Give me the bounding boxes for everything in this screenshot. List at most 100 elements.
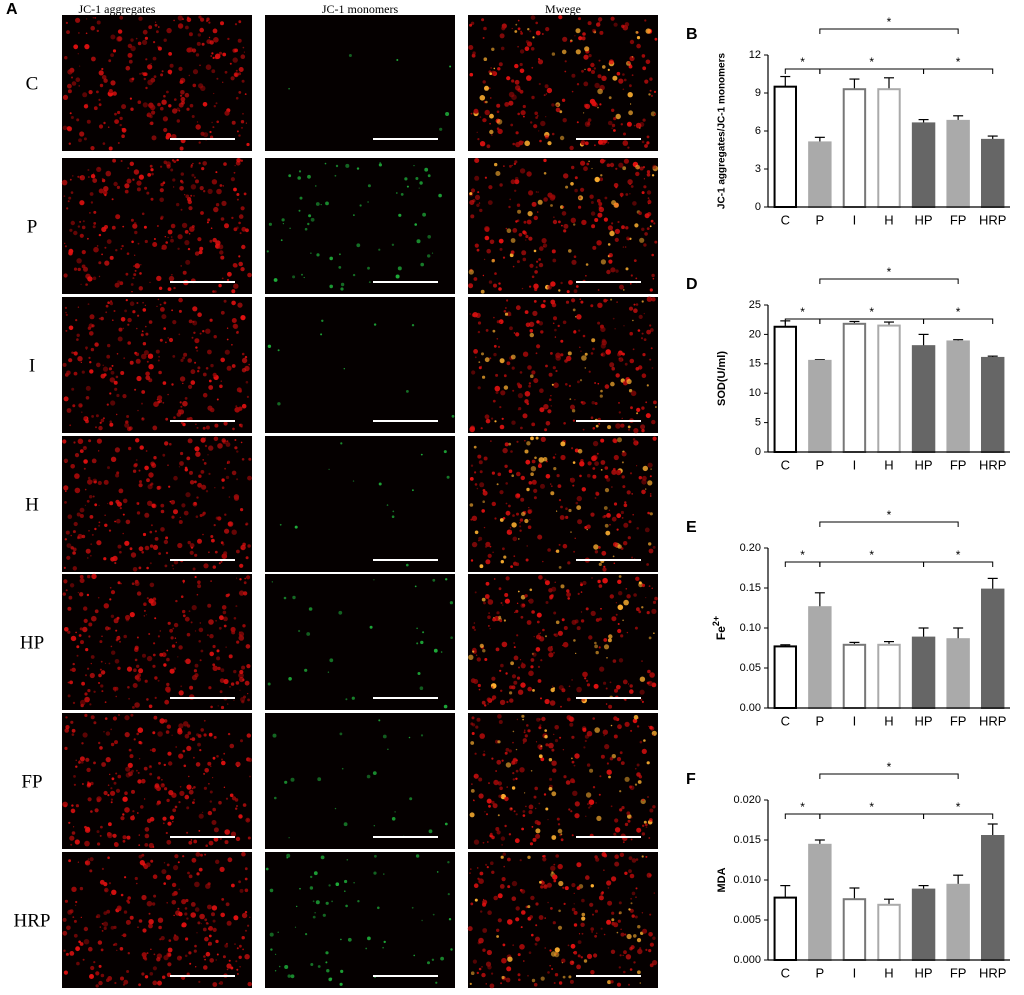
speckle [143, 615, 145, 617]
speckle [133, 169, 140, 175]
speckle [78, 138, 82, 143]
speckle [611, 127, 613, 129]
speckle [489, 983, 495, 989]
speckle [149, 765, 152, 768]
speckle [178, 309, 182, 313]
speckle [241, 851, 246, 857]
speckle [582, 32, 586, 36]
speckle [198, 15, 202, 19]
speckle [395, 274, 400, 279]
column-header: Mwege [545, 2, 581, 16]
speckle [307, 222, 310, 226]
speckle [557, 324, 560, 328]
speckle [545, 421, 551, 426]
speckle [347, 937, 352, 942]
speckle [607, 887, 610, 889]
significance-bracket [784, 68, 821, 74]
speckle [595, 618, 600, 622]
speckle [76, 118, 80, 122]
speckle [493, 684, 497, 688]
speckle [132, 277, 135, 280]
speckle [538, 726, 542, 730]
speckle [82, 92, 88, 98]
speckle [189, 470, 193, 475]
speckle [574, 753, 580, 759]
speckle [188, 74, 190, 77]
speckle [552, 366, 556, 370]
speckle [491, 471, 495, 475]
speckle [125, 65, 131, 71]
speckle [98, 741, 101, 745]
speckle [613, 734, 618, 739]
speckle [147, 484, 153, 490]
speckle [99, 926, 102, 928]
speckle [151, 135, 157, 141]
speckle [502, 852, 506, 856]
speckle [519, 68, 525, 74]
speckle [575, 28, 581, 34]
speckle [636, 441, 639, 444]
speckle [629, 785, 632, 789]
speckle [77, 861, 80, 863]
speckle [238, 72, 242, 76]
speckle [191, 115, 195, 118]
speckle [639, 689, 645, 695]
speckle [625, 588, 628, 590]
speckle [648, 818, 653, 822]
speckle [86, 767, 91, 773]
micrograph-background [265, 574, 455, 710]
speckle [138, 834, 140, 836]
speckle [623, 541, 628, 546]
speckle [625, 226, 629, 230]
speckle [535, 833, 541, 839]
speckle [129, 915, 134, 920]
speckle [67, 514, 73, 519]
speckle [241, 368, 247, 373]
speckle [211, 905, 218, 911]
speckle [81, 370, 85, 374]
speckle [589, 768, 594, 773]
speckle [154, 676, 158, 680]
speckle [153, 401, 159, 408]
speckle [166, 863, 170, 867]
speckle [79, 592, 84, 597]
speckle [216, 120, 219, 124]
speckle [137, 242, 140, 245]
speckle [484, 109, 490, 116]
speckle [137, 409, 139, 412]
speckle [90, 965, 95, 971]
speckle [122, 532, 124, 535]
speckle [535, 741, 538, 743]
speckle [202, 426, 206, 430]
speckle [208, 379, 212, 383]
speckle [577, 940, 582, 944]
speckle [537, 665, 541, 669]
speckle [213, 37, 219, 43]
speckle [198, 830, 201, 832]
speckle [217, 443, 223, 449]
speckle [79, 756, 85, 762]
speckle [70, 546, 74, 550]
speckle [533, 215, 538, 221]
speckle [145, 371, 150, 377]
speckle [79, 200, 85, 206]
speckle [288, 677, 292, 681]
speckle [339, 732, 343, 736]
speckle [99, 834, 102, 837]
speckle [198, 813, 204, 819]
speckle [605, 530, 611, 536]
speckle [131, 582, 135, 585]
speckle [99, 668, 102, 671]
speckle [85, 674, 87, 677]
speckle [495, 391, 499, 394]
speckle [91, 415, 94, 418]
speckle [616, 684, 621, 690]
speckle [222, 955, 226, 959]
speckle [481, 597, 486, 602]
speckle [473, 628, 477, 632]
speckle [647, 462, 653, 468]
speckle [406, 185, 409, 188]
speckle [226, 462, 229, 464]
speckle [202, 927, 207, 932]
micrograph [468, 713, 658, 849]
